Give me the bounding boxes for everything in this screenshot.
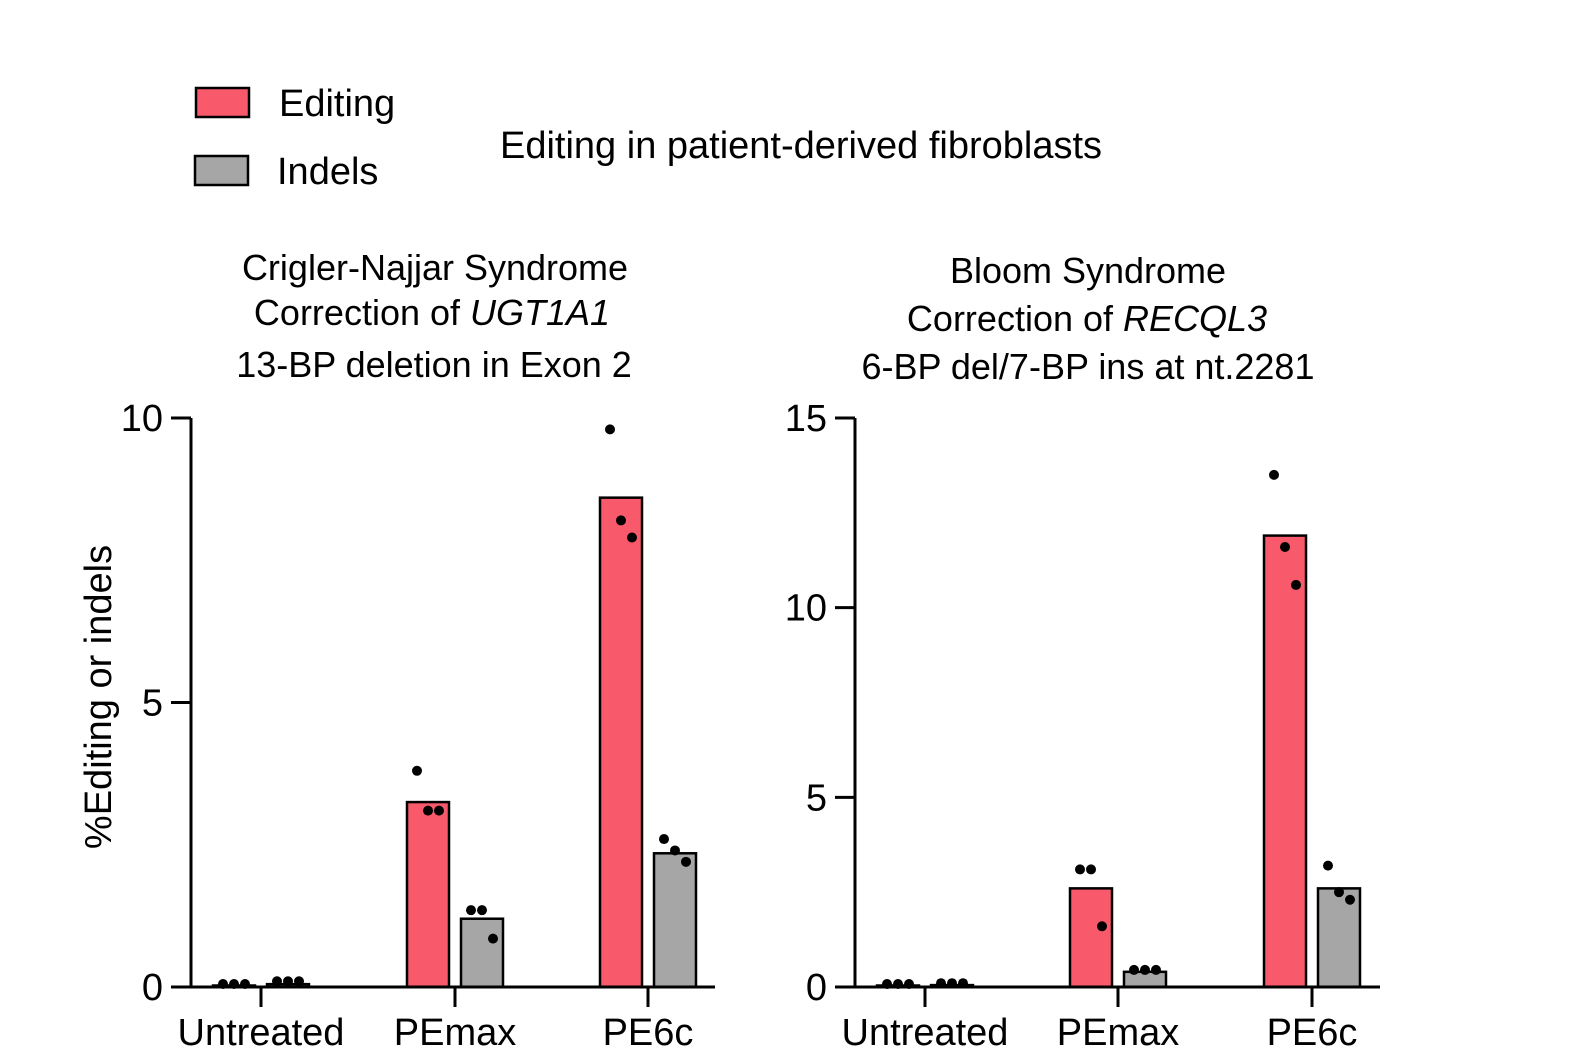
panel-1-y-tick-label-0: 0: [142, 967, 163, 1009]
panel-1-bar-indels-pemax: [459, 917, 505, 989]
panel-1-x-tick-label-pemax: PEmax: [394, 1012, 516, 1049]
panel-2-bar-indels-pe6c: [1316, 887, 1362, 989]
panel-1-point-indels-pe6c-2: [670, 845, 680, 856]
panel-2-y-tick-label-15: 15: [785, 398, 827, 440]
panel-1-title-line2: Correction of UGT1A1: [254, 292, 610, 333]
panel-1-point-editing-pemax-2: [423, 805, 433, 816]
panel-2-x-tick-label-pemax: PEmax: [1057, 1012, 1179, 1049]
legend-swatch-editing: [194, 86, 251, 119]
panel-1-title-line2-prefix: Correction of: [254, 292, 470, 333]
panel-1-point-indels-pemax-1: [466, 905, 476, 916]
panel-1-point-editing-pemax-1: [412, 765, 422, 776]
panel-2-title-line2: Correction of RECQL3: [907, 298, 1267, 339]
panel-1-bar-editing-pemax: [405, 800, 451, 989]
figure-title: Editing in patient-derived fibroblasts: [500, 125, 1102, 167]
panel-1-point-indels-untreated-2: [283, 976, 293, 987]
panel-2-point-indels-pe6c-3: [1345, 894, 1355, 905]
panel-bloom: Bloom Syndrome Correction of RECQL3 6-BP…: [785, 250, 1380, 1049]
panel-2-y-tick-label-10: 10: [785, 588, 827, 630]
panel-1-y-tick-label-10: 10: [121, 398, 163, 440]
panel-1-point-editing-pe6c-3: [627, 532, 637, 543]
panel-1-point-editing-pe6c-1: [605, 424, 615, 435]
panel-2-point-indels-pemax-3: [1151, 964, 1161, 975]
panel-2-bar-editing-pe6c: [1262, 534, 1308, 989]
panel-1-point-indels-pe6c-1: [659, 834, 669, 845]
panel-2-x-tick-label-untreated: Untreated: [842, 1012, 1009, 1049]
panel-2-bar-editing-pemax: [1068, 887, 1114, 989]
panel-2-y-tick-label-5: 5: [806, 777, 827, 819]
y-axis-label: %Editing or indels: [78, 545, 120, 849]
panel-2-point-editing-pe6c-3: [1291, 579, 1301, 590]
panel-1-title-line3: 13-BP deletion in Exon 2: [236, 344, 632, 385]
panel-2-title-gene: RECQL3: [1123, 298, 1267, 339]
panel-1-point-editing-pemax-3: [434, 805, 444, 816]
panel-2-title-line1: Bloom Syndrome: [950, 250, 1226, 291]
legend-swatch-indels: [193, 154, 250, 187]
panel-2-title-line3: 6-BP del/7-BP ins at nt.2281: [862, 346, 1315, 387]
panel-2-y-tick-label-0: 0: [806, 967, 827, 1009]
panel-1-x-tick-label-untreated: Untreated: [178, 1012, 345, 1049]
legend: Editing Indels: [193, 83, 395, 193]
panel-1-y-tick-label-5: 5: [142, 683, 163, 725]
panel-1-bar-indels-pe6c: [652, 852, 698, 989]
panel-1-title-line1: Crigler-Najjar Syndrome: [242, 247, 628, 288]
panel-2-point-indels-pe6c-1: [1323, 860, 1333, 871]
panel-2-point-indels-pemax-1: [1129, 964, 1139, 975]
panel-2-point-indels-pemax-2: [1140, 964, 1150, 975]
panel-1-point-indels-pemax-3: [488, 933, 498, 944]
legend-label-indels: Indels: [277, 151, 378, 193]
panel-2-point-editing-pe6c-2: [1280, 541, 1290, 552]
panel-2-point-indels-pe6c-2: [1334, 887, 1344, 898]
panel-1-point-indels-pemax-2: [477, 905, 487, 916]
panel-1-point-editing-pe6c-2: [616, 515, 626, 526]
panel-1-point-indels-untreated-1: [272, 976, 282, 987]
legend-label-editing: Editing: [279, 83, 395, 125]
panel-crigler-najjar: Crigler-Najjar Syndrome Correction of UG…: [121, 247, 715, 1049]
panel-2-point-editing-pemax-1: [1075, 864, 1085, 875]
panel-1-x-tick-label-pe6c: PE6c: [603, 1012, 694, 1049]
panel-1-bar-editing-pe6c: [598, 496, 644, 989]
panel-2-title-line2-prefix: Correction of: [907, 298, 1123, 339]
panel-2-point-editing-pemax-2: [1086, 864, 1096, 875]
panel-1-title-gene: UGT1A1: [470, 292, 610, 333]
panel-1-point-indels-pe6c-3: [681, 856, 691, 867]
panel-2-x-tick-label-pe6c: PE6c: [1267, 1012, 1358, 1049]
panel-2-point-editing-pe6c-1: [1269, 469, 1279, 480]
panel-2-point-editing-pemax-3: [1097, 921, 1107, 932]
panel-1-point-indels-untreated-3: [294, 976, 304, 987]
